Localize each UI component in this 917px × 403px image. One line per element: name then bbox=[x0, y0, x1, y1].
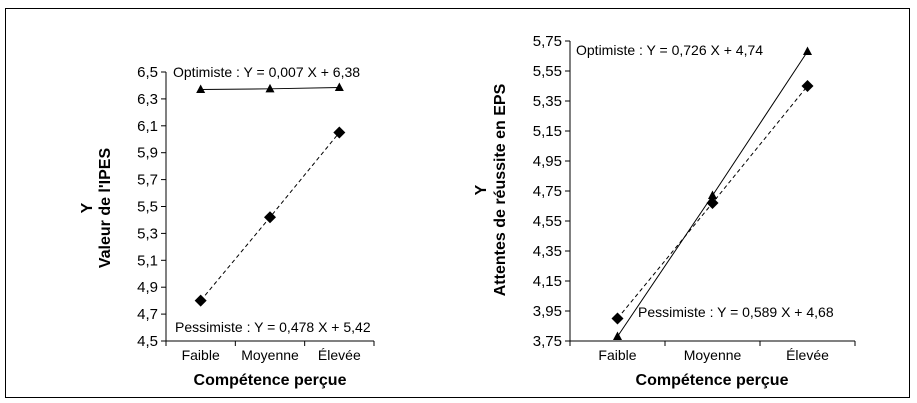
right-y-tick-label: 5,75 bbox=[533, 33, 562, 50]
left-x-tick-label: Moyenne bbox=[241, 347, 299, 363]
right-pessimiste-point bbox=[801, 80, 814, 92]
left-optimiste-point bbox=[196, 84, 206, 93]
right-pessimiste-point bbox=[706, 197, 719, 209]
left-optimiste-point bbox=[334, 82, 344, 91]
left-y-axis-label-y: Y bbox=[79, 202, 96, 213]
left-y-tick-label: 5,5 bbox=[137, 199, 158, 216]
left-pessimiste-point bbox=[194, 294, 207, 307]
left-x-axis-label: Compétence perçue bbox=[194, 372, 347, 389]
right-y-tick-label: 4,95 bbox=[533, 153, 562, 170]
right-y-tick-label: 5,55 bbox=[533, 63, 562, 80]
left-pessimiste-equation: Pessimiste : Y = 0,478 X + 5,42 bbox=[175, 319, 371, 335]
right-y-tick-label: 3,75 bbox=[533, 333, 562, 350]
right-optimiste-equation: Optimiste : Y = 0,726 X + 4,74 bbox=[576, 42, 763, 58]
left-y-tick-label: 5,1 bbox=[137, 252, 158, 269]
left-x-tick-label: Faible bbox=[182, 347, 220, 363]
right-x-tick-label: Élevée bbox=[786, 347, 829, 363]
left-y-axis-label: Valeur de l'IPES bbox=[97, 148, 114, 269]
left-optimiste-equation: Optimiste : Y = 0,007 X + 6,38 bbox=[173, 64, 360, 80]
left-x-tick-label: Élevée bbox=[318, 347, 361, 363]
right-x-ticks: Faible Moyenne Élevée bbox=[569, 341, 856, 363]
right-y-tick-label: 4,55 bbox=[533, 213, 562, 230]
right-y-axis-label: Attentes de réussite en EPS bbox=[492, 83, 509, 296]
right-y-axis-label-y: Y bbox=[473, 184, 490, 195]
left-pessimiste-point bbox=[264, 211, 276, 224]
right-y-ticks: 3,75 3,95 4,15 4,35 4,55 4,75 4,95 5,15 5,35 5,55… bbox=[533, 33, 570, 350]
left-y-tick-label: 6,1 bbox=[137, 118, 158, 135]
figure-frame bbox=[5, 8, 910, 398]
right-y-tick-label: 4,35 bbox=[533, 243, 562, 260]
left-y-tick-label: 4,5 bbox=[137, 333, 158, 350]
right-optimiste-point bbox=[613, 331, 622, 340]
right-x-axis-label: Compétence perçue bbox=[636, 372, 789, 389]
left-optimiste-point bbox=[265, 83, 275, 93]
left-y-tick-label: 4,9 bbox=[137, 279, 158, 296]
right-optimiste-point bbox=[708, 190, 717, 199]
left-y-tick-label: 5,3 bbox=[137, 225, 158, 242]
right-optimiste-point bbox=[803, 46, 812, 55]
right-x-tick-label: Moyenne bbox=[684, 347, 742, 363]
right-y-tick-label: 4,75 bbox=[533, 183, 562, 200]
left-y-ticks: 4,5 4,7 4,9 5,1 5,3 5,5 5,7 5,9 6,1 6,3 6,5 bbox=[137, 64, 166, 350]
left-axes bbox=[165, 72, 374, 342]
left-y-tick-label: 5,9 bbox=[137, 145, 158, 162]
right-series bbox=[611, 46, 814, 340]
right-chart: 3,75 3,95 4,15 4,35 4,55 4,75 4,95 5,15 5,35 5,55… bbox=[473, 33, 856, 389]
right-pessimiste-point bbox=[611, 312, 624, 325]
right-y-tick-label: 4,15 bbox=[533, 273, 562, 290]
left-y-tick-label: 6,3 bbox=[137, 91, 158, 108]
right-y-tick-label: 5,15 bbox=[533, 123, 562, 140]
right-pessimiste-equation: Pessimiste : Y = 0,589 X + 4,68 bbox=[638, 304, 834, 320]
left-y-tick-label: 4,7 bbox=[137, 306, 158, 323]
left-series bbox=[194, 82, 346, 307]
right-y-tick-label: 5,35 bbox=[533, 93, 562, 110]
left-chart: 4,5 4,7 4,9 5,1 5,3 5,5 5,7 5,9 6,1 6,3 6,5 Faible… bbox=[79, 64, 375, 389]
left-pessimiste-point bbox=[333, 126, 346, 139]
left-y-tick-label: 6,5 bbox=[137, 64, 158, 81]
left-x-ticks: Faible Moyenne Élevée bbox=[165, 341, 375, 363]
right-axes bbox=[569, 41, 855, 342]
right-x-tick-label: Faible bbox=[598, 347, 636, 363]
left-y-tick-label: 5,7 bbox=[137, 172, 158, 189]
right-y-tick-label: 3,95 bbox=[533, 303, 562, 320]
